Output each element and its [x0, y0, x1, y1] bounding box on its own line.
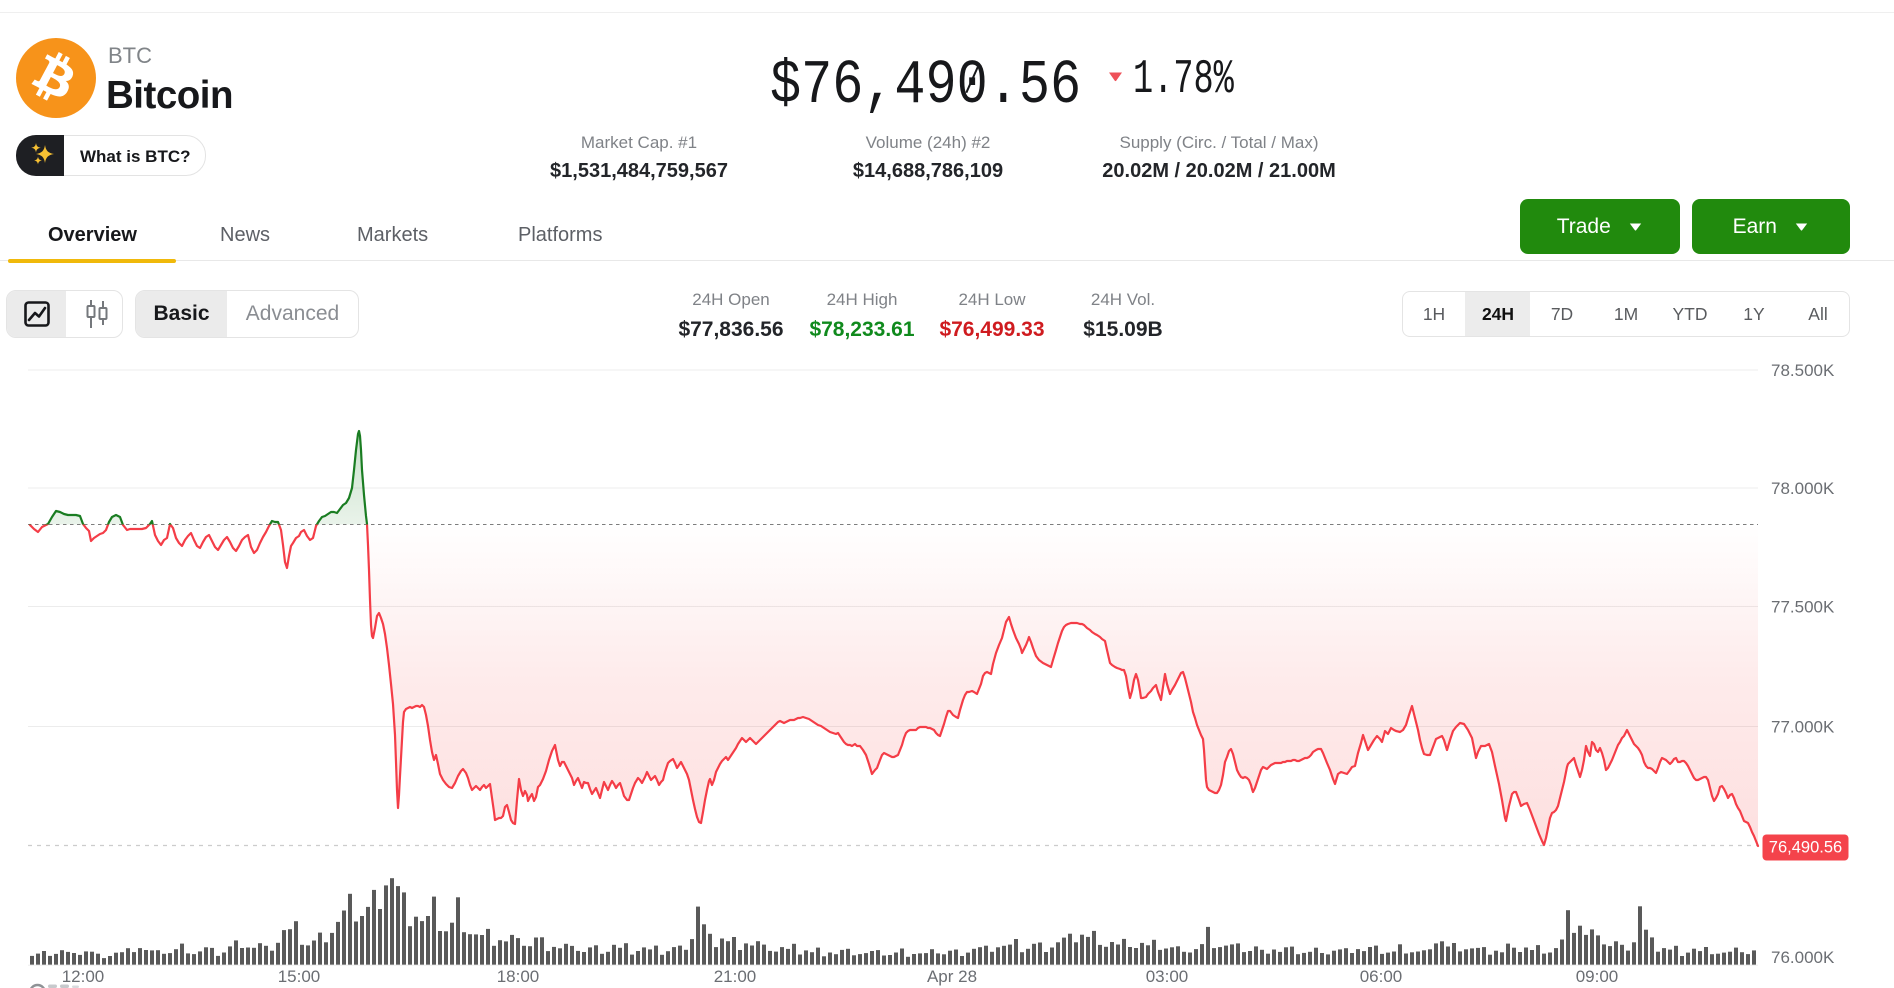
svg-text:18:00: 18:00	[497, 967, 540, 986]
svg-text:76.000K: 76.000K	[1771, 948, 1835, 967]
svg-text:76,490.56: 76,490.56	[1769, 839, 1842, 857]
svg-text:21:00: 21:00	[714, 967, 757, 986]
svg-text:77.500K: 77.500K	[1771, 598, 1835, 617]
svg-text:78.000K: 78.000K	[1771, 479, 1835, 498]
svg-text:06:00: 06:00	[1360, 967, 1403, 986]
svg-text:Apr 28: Apr 28	[927, 967, 977, 986]
svg-text:77.000K: 77.000K	[1771, 718, 1835, 737]
svg-text:12:00: 12:00	[62, 967, 105, 986]
svg-text:15:00: 15:00	[278, 967, 321, 986]
svg-text:03:00: 03:00	[1146, 967, 1189, 986]
svg-text:09:00: 09:00	[1576, 967, 1619, 986]
svg-text:78.500K: 78.500K	[1771, 361, 1835, 380]
